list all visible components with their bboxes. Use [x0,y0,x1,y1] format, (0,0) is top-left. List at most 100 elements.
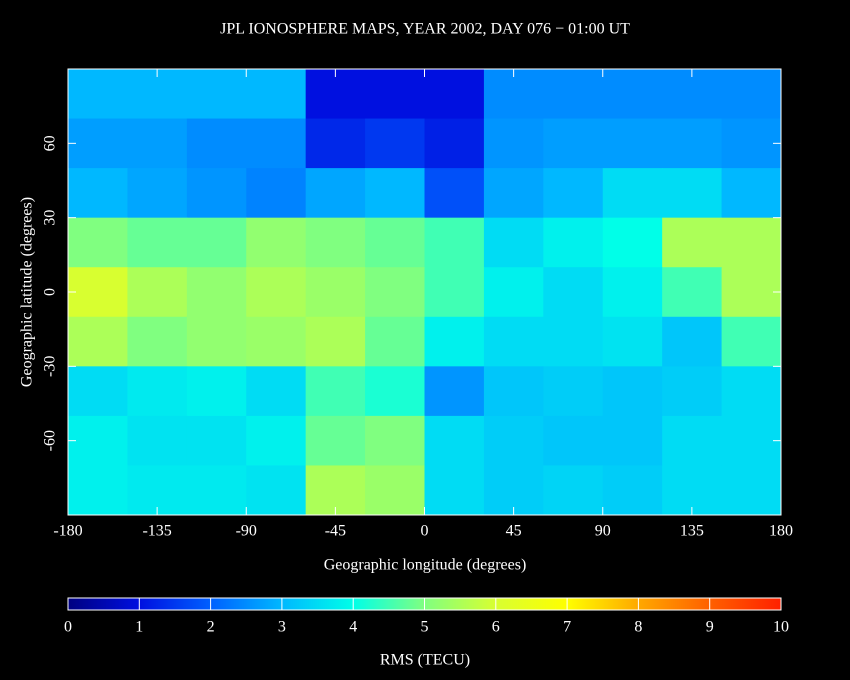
map-cell [602,366,663,417]
x-tick-label: 180 [769,523,793,540]
title: JPL IONOSPHERE MAPS, YEAR 2002, DAY 076 … [220,21,630,38]
map-cell [365,69,425,120]
x-axis-label: Geographic longitude (degrees) [324,557,527,574]
colorbar-tick-label: 3 [278,619,286,636]
map-cell [127,118,188,169]
map-cell [424,366,485,417]
map-cell [305,267,366,318]
colorbar-tick-label: 2 [207,619,215,636]
map-cell [662,316,723,367]
colorbar-tick-label: 10 [773,619,789,636]
map-cell [721,366,782,417]
x-tick-label: 0 [421,523,429,540]
map-cell [483,69,544,120]
map-cell [602,415,663,466]
x-tick-label: 135 [680,523,704,540]
x-tick-label: -180 [53,523,82,540]
map-cell [483,316,544,367]
y-tick-label: 60 [42,135,59,151]
y-tick-label: -30 [42,356,59,377]
map-cell [424,415,485,466]
map-cell [305,118,366,169]
map-cell [543,316,604,367]
y-axis-label: Geographic latitude (degrees) [19,197,36,387]
map-cell [602,465,663,516]
map-cell [662,415,723,466]
map-cell [662,366,723,417]
colorbar-tick-label: 5 [421,619,429,636]
map-cell [305,69,366,120]
map-cell [424,316,485,367]
map-cell [721,217,782,268]
map-cell [721,267,782,318]
map-cell [246,168,307,219]
colorbar-label: RMS (TECU) [380,652,470,669]
map-cell [424,217,485,268]
map-cell [186,366,247,417]
map-cell [721,415,782,466]
map-cell [721,168,782,219]
map-cell [662,168,723,219]
map-cell [543,415,604,466]
map-cell [365,217,425,268]
map-cell [721,69,782,120]
map-cell [721,465,782,516]
map-cell [68,118,128,169]
map-cell [365,168,425,219]
map-cell [602,316,663,367]
map-cell [483,168,544,219]
colorbar-tick-label: 9 [706,619,714,636]
map-cell [424,118,485,169]
map-cell [602,267,663,318]
map-cell [365,366,425,417]
colorbar-tick-label: 4 [349,619,357,636]
map-cell [186,316,247,367]
map-cell [68,168,128,219]
map-cell [543,217,604,268]
map-cell [186,69,247,120]
map-cell [483,118,544,169]
map-cell [186,118,247,169]
map-cell [602,168,663,219]
map-cell [186,267,247,318]
map-cell [483,267,544,318]
map-cell [483,366,544,417]
map-cell [602,69,663,120]
map-cell [246,415,307,466]
map-cell [186,415,247,466]
map-cell [721,118,782,169]
map-cell [68,465,128,516]
map-cell [305,316,366,367]
colorbar-tick-label: 8 [634,619,642,636]
map-cell [186,168,247,219]
y-tick-label: 30 [42,210,59,226]
map-cell [127,69,188,120]
map-cell [246,366,307,417]
map-cell [424,267,485,318]
y-tick-label: 0 [42,288,59,296]
map-cell [186,217,247,268]
x-tick-label: -135 [142,523,171,540]
colorbar-tick-label: 0 [64,619,72,636]
map-cell [602,217,663,268]
colorbar-tick-label: 6 [492,619,500,636]
map-cell [483,415,544,466]
map-cell [365,316,425,367]
map-cell [543,366,604,417]
map-cell [68,316,128,367]
map-cell [543,69,604,120]
map-cell [127,267,188,318]
colorbar-tick-label: 7 [563,619,571,636]
map-cell [305,366,366,417]
x-tick-label: 90 [595,523,611,540]
map-cell [246,69,307,120]
map-cell [721,316,782,367]
map-cell [424,465,485,516]
map-cell [127,415,188,466]
map-cell [68,415,128,466]
map-cell [662,267,723,318]
map-cell [365,118,425,169]
map-cell [246,217,307,268]
map-cell [127,217,188,268]
